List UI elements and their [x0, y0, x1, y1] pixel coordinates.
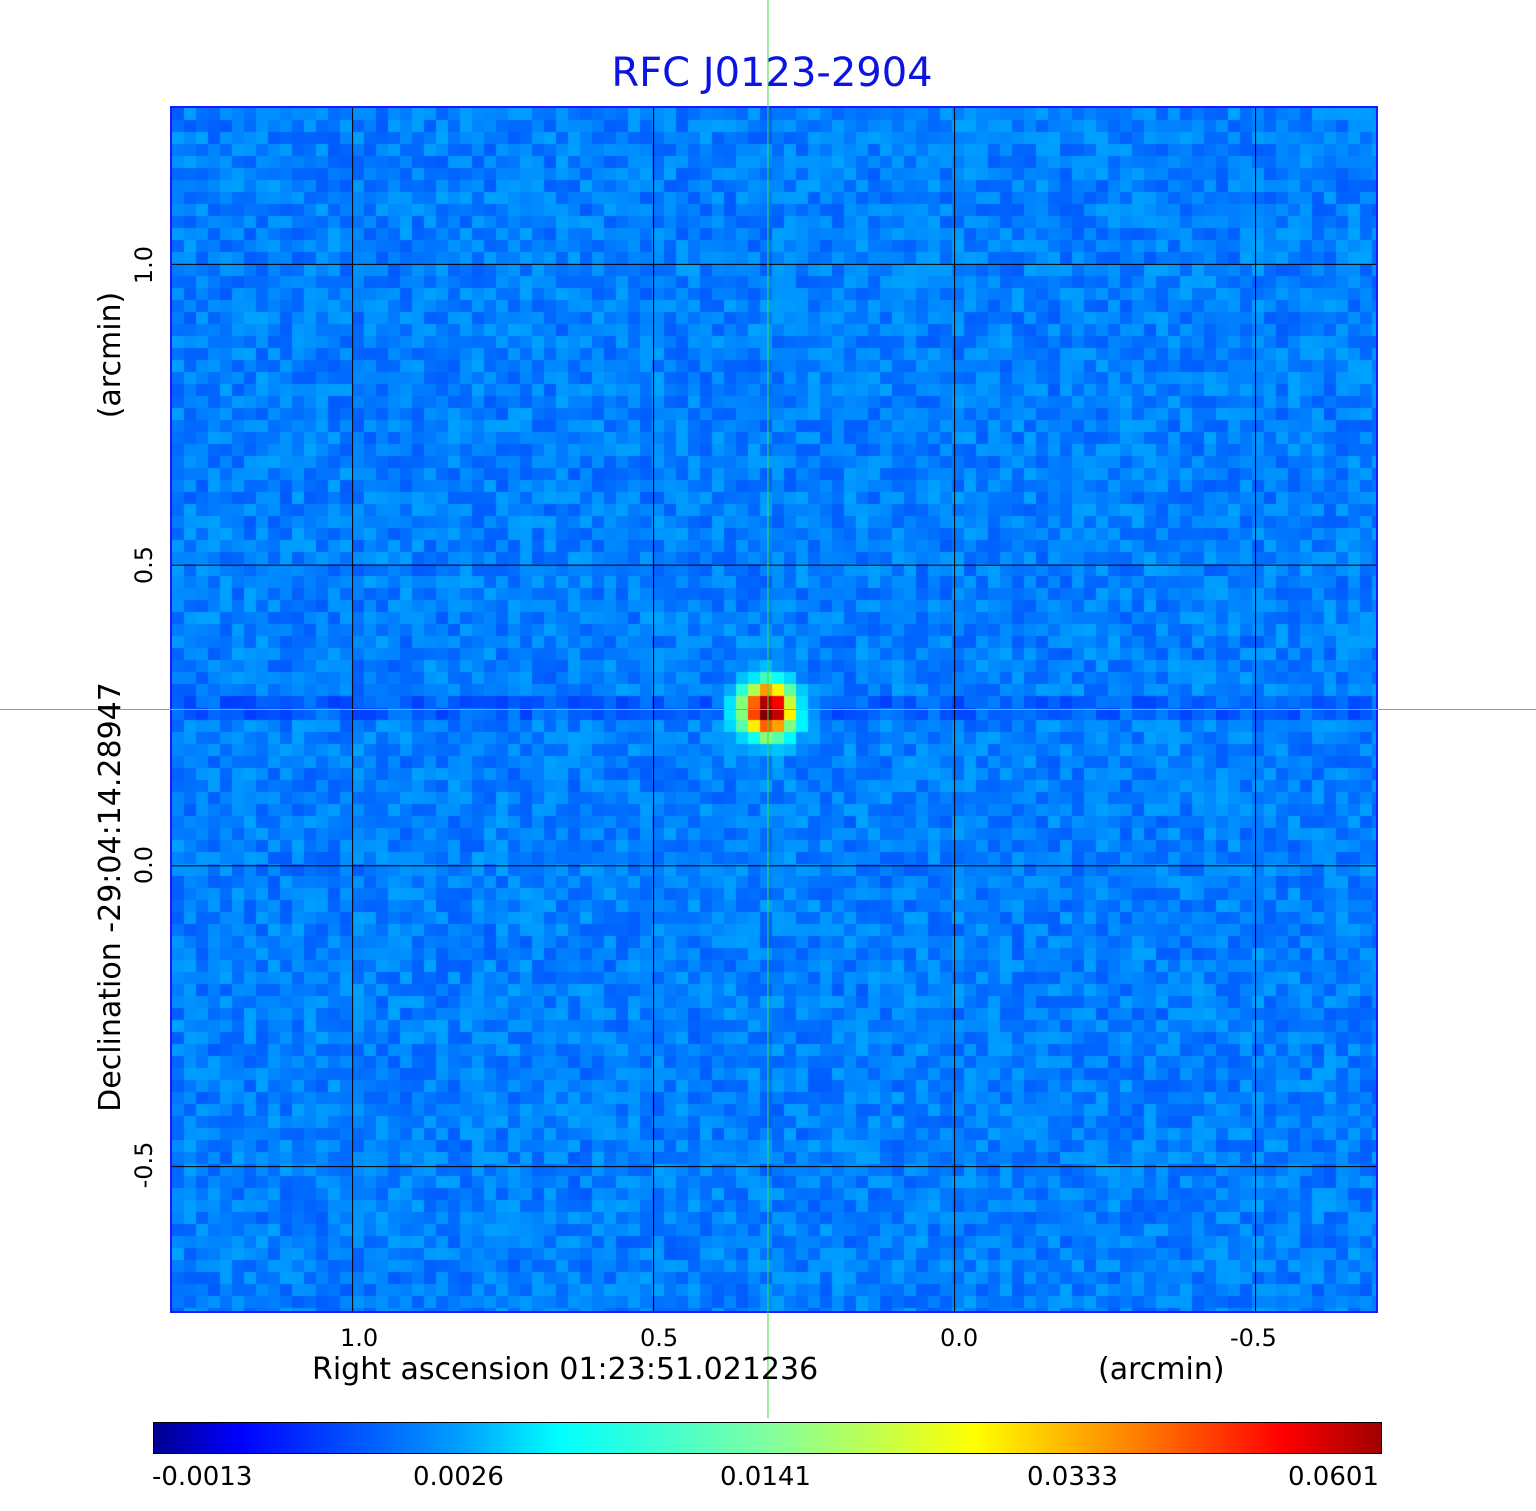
colorbar	[153, 1422, 1382, 1454]
x-tick-label: 0.5	[640, 1324, 679, 1352]
colorbar-tick-label: 0.0333	[1027, 1462, 1118, 1492]
chart-title: RFC J0123-2904	[611, 50, 933, 96]
x-axis-unit: (arcmin)	[1098, 1352, 1225, 1387]
x-tick-label: 0.0	[940, 1324, 979, 1352]
x-tick-label: 1.0	[340, 1324, 379, 1352]
y-axis-unit: (arcmin)	[93, 291, 128, 419]
y-tick-label: -0.5	[130, 1141, 158, 1189]
colorbar-tick-label: 0.0601	[1288, 1462, 1379, 1492]
x-axis-label: Right ascension 01:23:51.021236	[312, 1352, 819, 1387]
colorbar-tick-label: 0.0141	[720, 1462, 811, 1492]
colorbar-tick-label: 0.0026	[413, 1462, 504, 1492]
y-axis-label: Declination -29:04:14.28947	[93, 682, 128, 1112]
y-tick-label: 1.0	[130, 245, 158, 285]
colorbar-tick-label: -0.0013	[152, 1462, 253, 1492]
y-tick-label: 0.0	[130, 845, 158, 885]
y-tick-label: 0.5	[130, 545, 158, 585]
x-tick-label: -0.5	[1230, 1324, 1277, 1352]
